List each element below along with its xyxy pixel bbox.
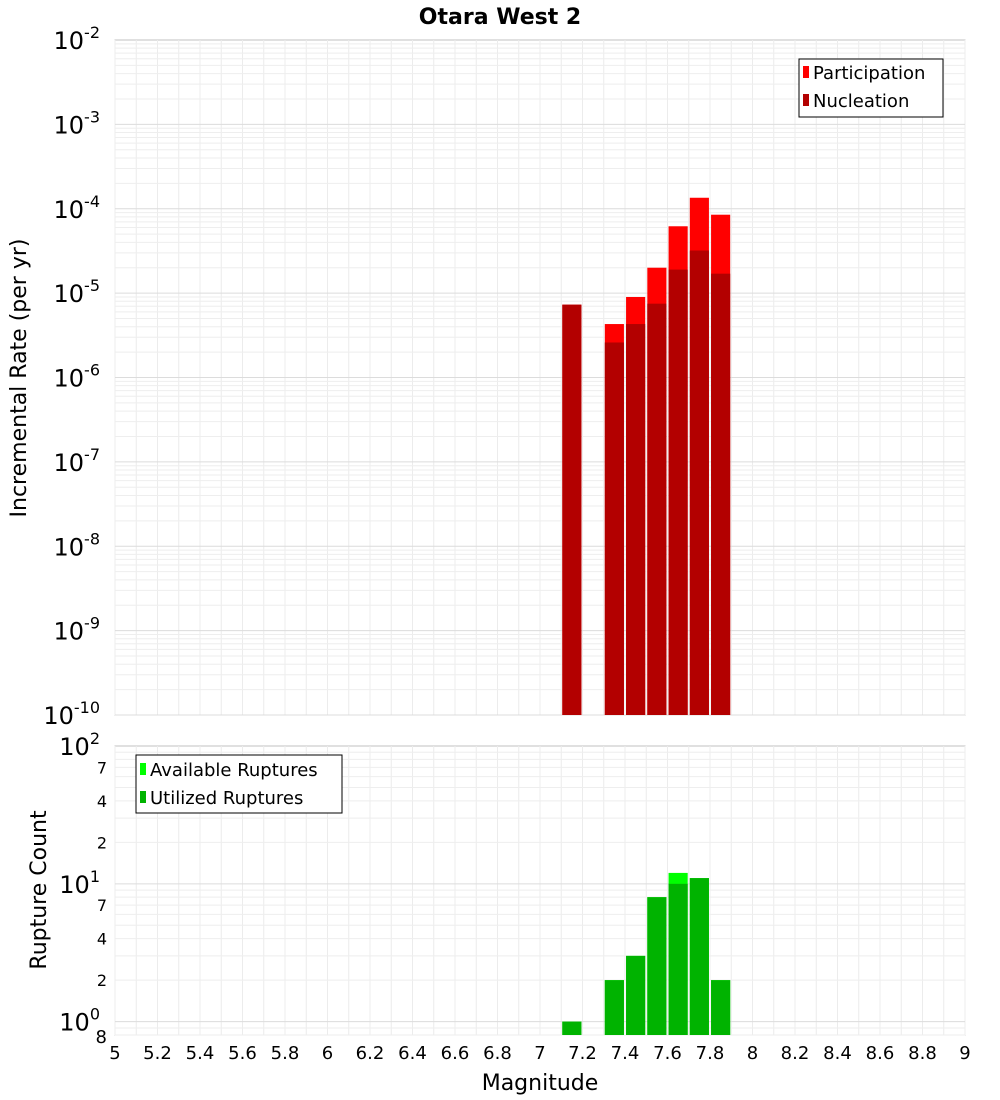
count-series2-bar — [689, 878, 709, 1035]
count-series2-bar — [668, 883, 688, 1035]
x-tick-label: 8 — [747, 1043, 758, 1064]
count-y-minor-tick-label: 4 — [97, 792, 107, 811]
rate-series2-bar — [562, 304, 582, 715]
rate-series2-bar — [647, 303, 667, 715]
rate-y-tick-label: 10-9 — [54, 614, 101, 646]
count-panel: 100 101 102 2 4 7 2 4 7 8 5 5.2 5.4 5.6 5.8 6 6.2 6.4 6.6… — [27, 729, 971, 1096]
rate-y-axis-label: Incremental Rate (per yr) — [7, 239, 32, 518]
rate-series2-bar — [689, 250, 709, 715]
rate-legend: Participation Nucleation — [798, 58, 944, 118]
x-tick-label: 7.2 — [568, 1043, 597, 1064]
rate-panel: Otara West 2 10-1010-910-810-710-610-510… — [7, 5, 966, 730]
count-y-minor-tick-label: 4 — [97, 930, 107, 949]
count-y-minor-tick-label: 7 — [97, 896, 107, 915]
rate-y-tick-label: 10-3 — [54, 107, 101, 139]
x-ticks: 5 5.2 5.4 5.6 5.8 6 6.2 6.4 6.6 6.8 7 7.2 7.4 7.6 7.8 8… — [109, 1043, 970, 1064]
rate-y-tick-label: 10-10 — [43, 698, 100, 730]
count-series2-bar — [626, 955, 646, 1035]
count-y-minor-tick-label: 2 — [97, 971, 107, 990]
count-bars — [562, 872, 731, 1035]
count-y-axis-label: Rupture Count — [27, 810, 52, 970]
x-tick-label: 5.6 — [228, 1043, 257, 1064]
count-y-bottom-label: 8 — [96, 1027, 107, 1048]
rate-series2-bar — [626, 324, 646, 715]
rate-series2-bar — [604, 342, 624, 715]
chart-title: Otara West 2 — [419, 5, 581, 30]
x-tick-label: 6.6 — [441, 1043, 470, 1064]
count-series2-bar — [604, 980, 624, 1035]
count-grid — [114, 746, 966, 1036]
rate-y-tick-label: 10-5 — [54, 276, 101, 308]
rate-bars — [562, 197, 731, 716]
x-tick-label: 8.8 — [908, 1043, 937, 1064]
nucleation-legend-label: Nucleation — [813, 91, 909, 112]
rate-grid — [114, 40, 966, 716]
count-series2-bar — [711, 980, 731, 1035]
x-tick-label: 5.4 — [186, 1043, 215, 1064]
count-y-tick-label: 100 — [59, 1005, 100, 1037]
rate-series2-bar — [668, 269, 688, 715]
available-legend-label: Available Ruptures — [150, 760, 318, 781]
x-tick-label: 5.2 — [143, 1043, 172, 1064]
rate-y-tick-label: 10-8 — [54, 529, 101, 561]
available-legend-swatch — [140, 763, 146, 775]
count-y-tick-label: 101 — [59, 867, 100, 899]
x-tick-label: 6.4 — [398, 1043, 427, 1064]
x-tick-label: 9 — [959, 1043, 970, 1064]
x-tick-label: 5 — [109, 1043, 120, 1064]
x-tick-label: 8.2 — [781, 1043, 810, 1064]
rate-legend-box — [798, 58, 944, 118]
x-tick-label: 8.6 — [866, 1043, 895, 1064]
nucleation-legend-swatch — [803, 94, 809, 106]
count-y-minor-tick-label: 7 — [97, 758, 107, 777]
participation-legend-label: Participation — [813, 63, 925, 84]
x-tick-label: 7.8 — [696, 1043, 725, 1064]
count-y-ticks: 100 101 102 2 4 7 2 4 7 8 — [59, 729, 107, 1048]
count-legend: Available Ruptures Utilized Ruptures — [135, 754, 343, 814]
count-series2-bar — [647, 897, 667, 1035]
x-tick-label: 6 — [322, 1043, 333, 1064]
x-tick-label: 7.4 — [611, 1043, 640, 1064]
x-tick-label: 7.6 — [653, 1043, 682, 1064]
count-y-tick-label: 102 — [59, 729, 100, 761]
count-y-minor-tick-label: 2 — [97, 833, 107, 852]
rate-y-tick-label: 10-7 — [54, 445, 101, 477]
x-axis-label: Magnitude — [482, 1071, 599, 1096]
rate-y-tick-label: 10-6 — [54, 361, 101, 393]
x-tick-label: 5.8 — [271, 1043, 300, 1064]
x-tick-label: 7 — [534, 1043, 545, 1064]
x-tick-label: 8.4 — [823, 1043, 852, 1064]
x-tick-label: 6.2 — [356, 1043, 385, 1064]
utilized-legend-label: Utilized Ruptures — [150, 788, 303, 809]
rate-y-tick-label: 10-4 — [54, 192, 101, 224]
rate-series2-bar — [711, 273, 731, 715]
rate-y-tick-label: 10-2 — [54, 23, 101, 55]
x-tick-label: 6.8 — [483, 1043, 512, 1064]
rate-y-ticks: 10-10 10-9 10-8 10-7 10-6 10-5 10-4 10-3 10-2 — [43, 23, 100, 730]
count-legend-box — [135, 754, 343, 814]
count-series2-bar — [562, 1021, 582, 1035]
utilized-legend-swatch — [140, 791, 146, 803]
participation-legend-swatch — [803, 66, 809, 78]
